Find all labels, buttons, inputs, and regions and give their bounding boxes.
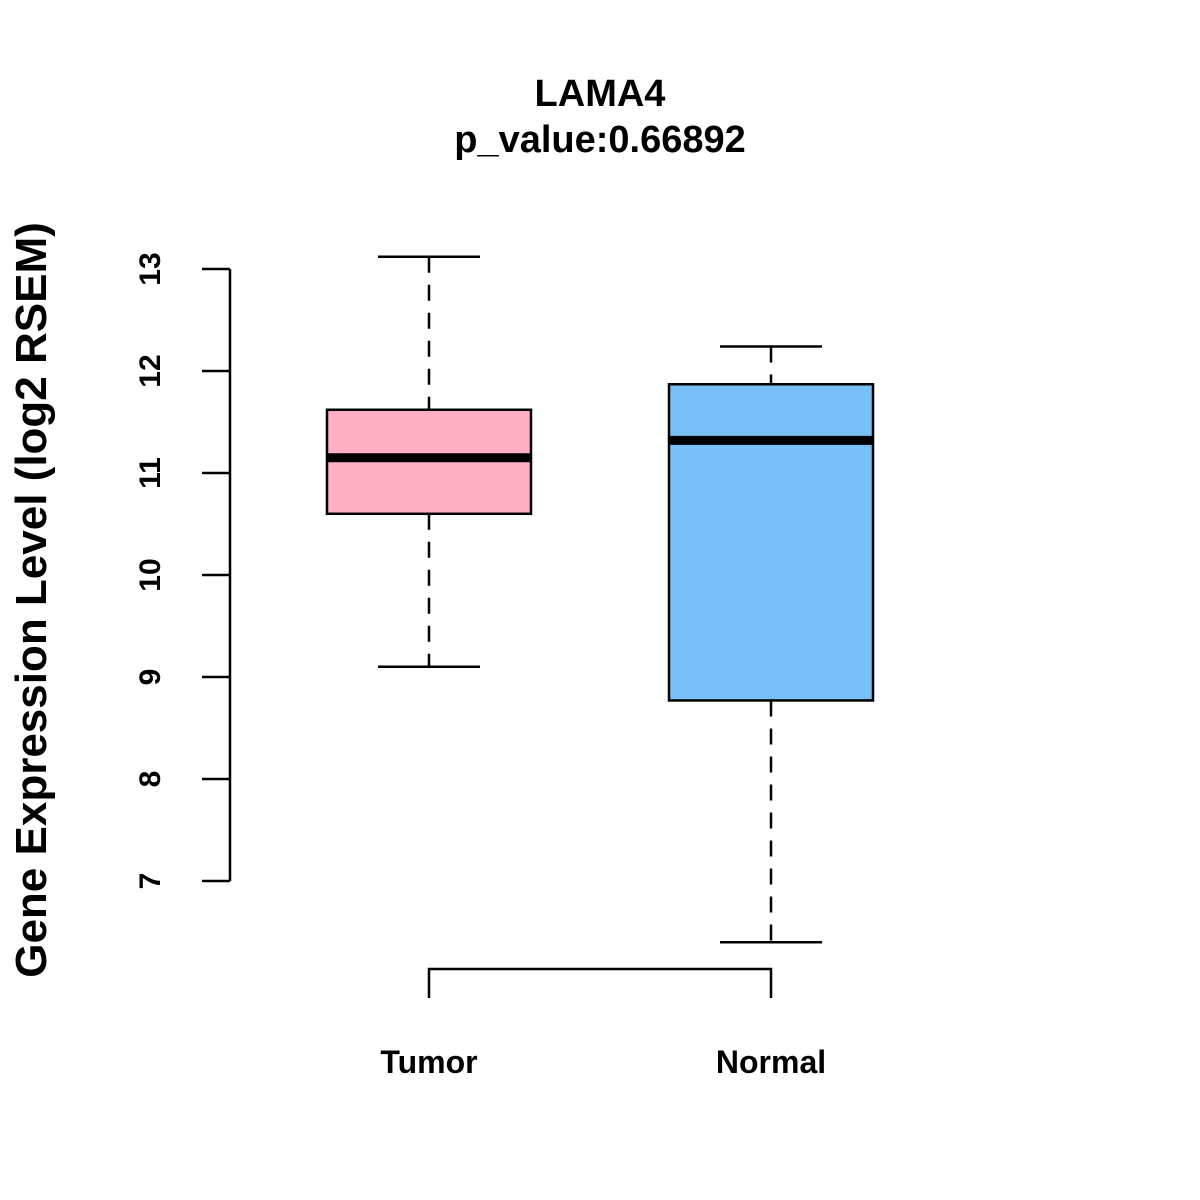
chart-title: LAMA4 — [535, 73, 666, 115]
x-label-normal: Normal — [716, 1044, 826, 1080]
box-tumor — [325, 255, 533, 669]
boxes — [325, 255, 875, 944]
x-axis-labels: Tumor Normal — [380, 1044, 826, 1080]
y-axis-label: Gene Expression Level (log2 RSEM) — [7, 222, 56, 978]
y-tick-label: 12 — [134, 354, 167, 387]
x-label-tumor: Tumor — [380, 1044, 477, 1080]
iqr-box — [667, 383, 875, 702]
chart-subtitle: p_value:0.66892 — [454, 119, 746, 161]
y-tick-label: 7 — [134, 873, 167, 890]
y-tick-label: 13 — [134, 252, 167, 285]
bracket-line — [427, 967, 773, 998]
comparison-bracket — [427, 967, 773, 998]
y-axis: 7 8 9 10 11 12 13 — [134, 252, 232, 890]
y-tick-label: 9 — [134, 669, 167, 686]
box-normal — [667, 345, 875, 944]
y-tick-label: 11 — [134, 457, 167, 489]
y-tick-label: 10 — [134, 558, 167, 591]
y-tick-label: 8 — [134, 771, 167, 788]
